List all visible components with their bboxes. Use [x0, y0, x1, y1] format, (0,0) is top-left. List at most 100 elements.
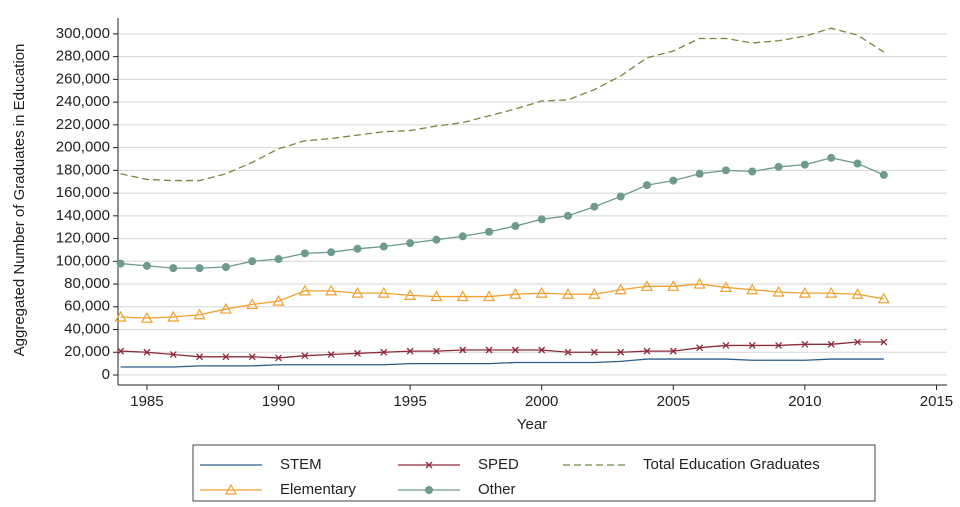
- marker: [775, 341, 783, 349]
- y-tick-label: 280,000: [56, 48, 110, 65]
- y-tick-label: 100,000: [56, 252, 110, 269]
- marker: [459, 346, 467, 354]
- series-line: [120, 157, 885, 269]
- marker: [406, 239, 415, 248]
- marker: [272, 294, 285, 306]
- marker: [143, 348, 151, 356]
- legend-marker: [224, 483, 238, 495]
- marker: [353, 244, 362, 253]
- marker: [877, 292, 890, 304]
- legend-label: Total Education Graduates: [643, 456, 820, 473]
- x-tick-label: 2000: [525, 393, 558, 410]
- x-tick-label: 2005: [657, 393, 690, 410]
- legend-label: Other: [478, 481, 516, 498]
- marker: [379, 242, 388, 251]
- marker: [275, 354, 282, 362]
- y-tick-label: 140,000: [56, 207, 110, 224]
- marker: [693, 277, 706, 289]
- marker: [562, 288, 575, 299]
- marker: [721, 166, 730, 175]
- marker: [377, 286, 390, 298]
- marker: [195, 264, 204, 273]
- marker: [588, 288, 601, 299]
- series-line: [120, 283, 884, 319]
- marker: [746, 283, 759, 295]
- legend-marker: [425, 461, 433, 469]
- marker: [248, 257, 257, 266]
- marker: [246, 298, 259, 310]
- marker: [511, 346, 519, 354]
- marker: [642, 181, 651, 190]
- x-tick-label: 2010: [788, 393, 821, 410]
- marker: [669, 347, 677, 355]
- marker: [537, 215, 546, 224]
- marker: [590, 348, 598, 356]
- marker: [854, 338, 861, 346]
- marker: [351, 286, 364, 298]
- marker: [221, 262, 230, 271]
- marker: [827, 340, 835, 348]
- y-tick-label: 180,000: [56, 161, 110, 178]
- y-tick-label: 60,000: [64, 298, 110, 315]
- marker: [774, 162, 783, 171]
- series-line: [120, 27, 885, 182]
- marker: [169, 264, 178, 273]
- marker: [851, 288, 864, 299]
- marker: [196, 353, 204, 361]
- marker: [458, 232, 467, 241]
- legend-label: SPED: [478, 456, 519, 473]
- marker: [564, 348, 572, 356]
- y-tick-label: 240,000: [56, 93, 110, 110]
- legend-marker: [425, 486, 433, 494]
- marker: [219, 302, 232, 314]
- marker: [695, 169, 704, 178]
- marker: [430, 290, 443, 302]
- marker: [167, 310, 180, 322]
- marker: [432, 347, 440, 355]
- marker: [248, 353, 256, 361]
- marker: [798, 286, 811, 298]
- marker: [485, 227, 494, 236]
- marker: [354, 349, 361, 357]
- y-tick-label: 200,000: [56, 139, 110, 156]
- marker: [300, 249, 309, 258]
- marker: [722, 341, 730, 349]
- marker: [643, 347, 651, 355]
- y-tick-label: 260,000: [56, 70, 110, 87]
- marker: [117, 347, 125, 355]
- marker: [327, 248, 336, 257]
- marker: [538, 346, 546, 354]
- marker: [827, 153, 836, 162]
- marker: [169, 351, 177, 358]
- x-tick-label: 1985: [130, 393, 163, 410]
- marker: [590, 202, 599, 211]
- series-line: [120, 341, 884, 359]
- marker: [404, 289, 417, 301]
- marker: [880, 338, 888, 346]
- marker: [853, 159, 862, 168]
- marker: [380, 348, 388, 356]
- marker: [406, 347, 414, 355]
- y-tick-label: 0: [102, 366, 110, 383]
- marker: [432, 235, 441, 244]
- marker: [614, 283, 627, 295]
- y-tick-label: 160,000: [56, 184, 110, 201]
- marker: [456, 290, 469, 302]
- y-tick-label: 80,000: [64, 275, 110, 292]
- marker: [116, 259, 125, 268]
- marker: [535, 286, 548, 298]
- marker: [298, 284, 311, 296]
- marker: [511, 222, 520, 231]
- marker: [222, 353, 230, 361]
- marker: [719, 281, 732, 293]
- y-tick-label: 300,000: [56, 25, 110, 42]
- marker: [509, 288, 522, 299]
- marker: [140, 311, 153, 323]
- marker: [772, 285, 785, 297]
- marker: [640, 280, 654, 291]
- marker: [616, 192, 625, 201]
- legend-label: STEM: [280, 456, 322, 473]
- marker: [114, 310, 127, 322]
- marker: [564, 211, 573, 220]
